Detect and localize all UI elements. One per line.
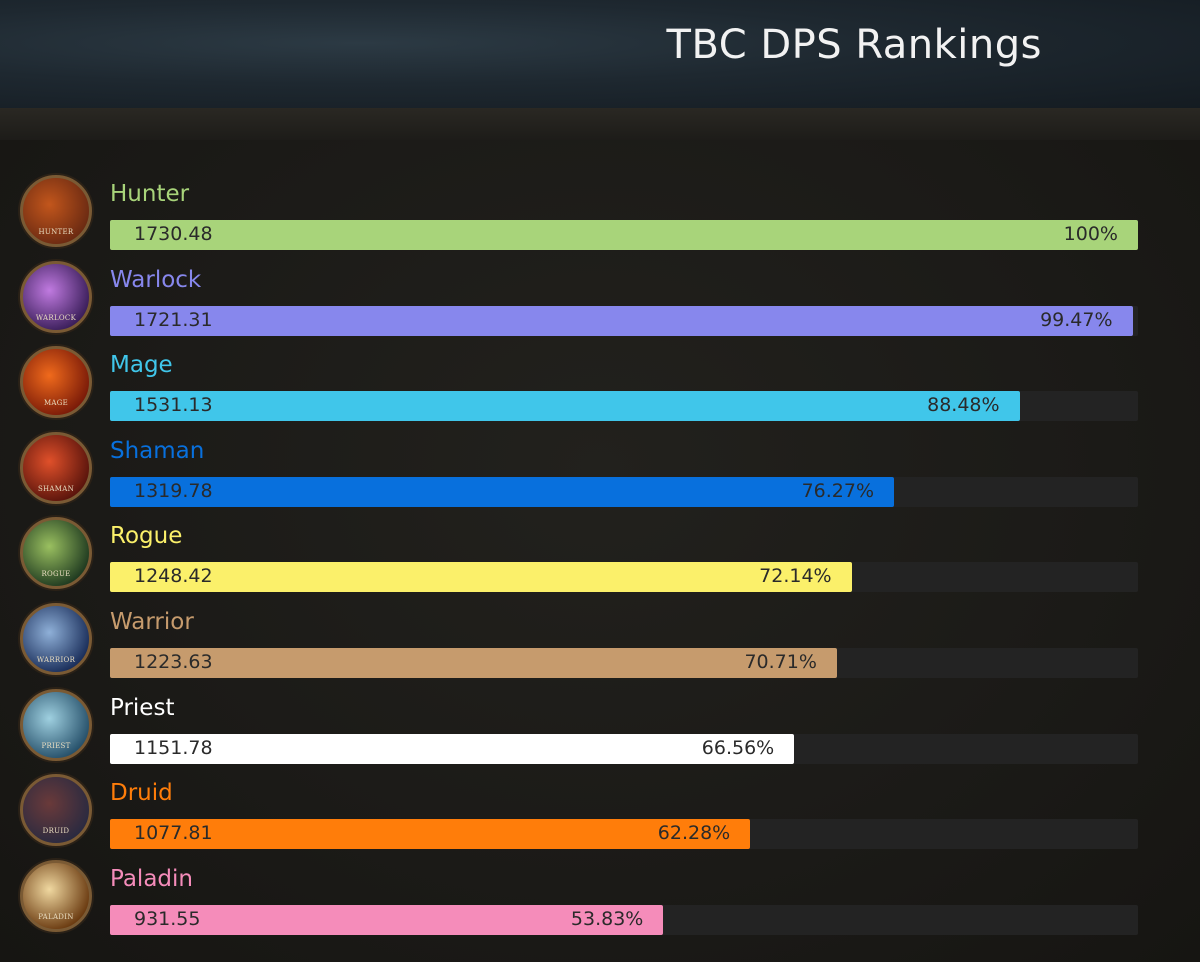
percent-label: 66.56% bbox=[701, 736, 775, 759]
shaman-class-icon: SHAMAN bbox=[20, 431, 92, 504]
percent-label: 62.28% bbox=[657, 822, 731, 845]
paladin-class-icon: PALADIN bbox=[20, 859, 92, 932]
dps-bar: 1077.81 62.28% bbox=[110, 819, 751, 850]
icon-caption: SHAMAN bbox=[37, 484, 75, 493]
ranking-row: SHAMAN Shaman 1319.78 76.27% bbox=[0, 431, 1200, 518]
bar-track: 1531.13 88.48% bbox=[110, 391, 1138, 422]
ranking-row: DRUID Druid 1077.81 62.28% bbox=[0, 774, 1200, 860]
bar-track: 1151.78 66.56% bbox=[110, 733, 1138, 764]
bar-track: 1319.78 76.27% bbox=[110, 476, 1138, 507]
bar-track: 931.55 53.83% bbox=[110, 904, 1138, 935]
dps-bar: 1721.31 99.47% bbox=[110, 305, 1133, 336]
warrior-class-icon: WARRIOR bbox=[20, 603, 92, 675]
hunter-class-icon: HUNTER bbox=[20, 175, 92, 247]
percent-label: 99.47% bbox=[1040, 308, 1113, 331]
dps-bar: 931.55 53.83% bbox=[110, 904, 664, 935]
class-label: Paladin bbox=[110, 865, 193, 892]
icon-caption: DRUID bbox=[42, 827, 70, 836]
class-label: Shaman bbox=[110, 437, 205, 464]
dps-bar: 1319.78 76.27% bbox=[110, 476, 895, 507]
mage-class-icon: MAGE bbox=[20, 346, 92, 419]
icon-caption: WARRIOR bbox=[36, 656, 76, 664]
icon-caption: MAGE bbox=[43, 399, 69, 408]
class-label: Rogue bbox=[110, 523, 183, 550]
rogue-class-icon: ROGUE bbox=[20, 517, 92, 590]
icon-caption: HUNTER bbox=[38, 228, 74, 236]
dps-bar: 1223.63 70.71% bbox=[110, 648, 837, 678]
class-label: Priest bbox=[110, 694, 175, 721]
dps-value-label: 1077.81 bbox=[134, 822, 213, 845]
dps-value-label: 1248.42 bbox=[134, 565, 213, 588]
dps-ranking-chart: HUNTER Hunter 1730.48 100% WARLOCK Warlock 172… bbox=[0, 140, 1200, 962]
dps-value-label: 1721.31 bbox=[134, 308, 213, 331]
bar-track: 1248.42 72.14% bbox=[110, 562, 1138, 593]
class-label: Warrior bbox=[110, 609, 194, 635]
dps-value-label: 1730.48 bbox=[134, 223, 213, 245]
druid-class-icon: DRUID bbox=[20, 774, 92, 847]
ranking-row: HUNTER Hunter 1730.48 100% bbox=[0, 175, 1200, 261]
ranking-row: WARLOCK Warlock 1721.31 99.47% bbox=[0, 260, 1200, 347]
dps-bar: 1730.48 100% bbox=[110, 220, 1138, 250]
dps-bar: 1248.42 72.14% bbox=[110, 562, 852, 593]
ranking-row: MAGE Mage 1531.13 88.48% bbox=[0, 346, 1200, 432]
dps-bar: 1151.78 66.56% bbox=[110, 733, 795, 764]
bar-track: 1223.63 70.71% bbox=[110, 648, 1138, 678]
bar-track: 1077.81 62.28% bbox=[110, 819, 1138, 850]
icon-caption: WARLOCK bbox=[35, 313, 77, 322]
page-header: TBC DPS Rankings bbox=[0, 0, 1200, 108]
dps-value-label: 1223.63 bbox=[134, 651, 213, 673]
ranking-row: PRIEST Priest 1151.78 66.56% bbox=[0, 688, 1200, 775]
icon-caption: PALADIN bbox=[38, 912, 74, 921]
warlock-class-icon: WARLOCK bbox=[20, 260, 92, 333]
icon-caption: ROGUE bbox=[41, 570, 71, 579]
percent-label: 100% bbox=[1063, 223, 1118, 245]
percent-label: 72.14% bbox=[759, 565, 832, 588]
bar-track: 1730.48 100% bbox=[110, 220, 1138, 250]
dps-value-label: 1151.78 bbox=[134, 736, 213, 759]
ranking-row: ROGUE Rogue 1248.42 72.14% bbox=[0, 517, 1200, 603]
ranking-row: WARRIOR Warrior 1223.63 70.71% bbox=[0, 603, 1200, 689]
dps-value-label: 931.55 bbox=[134, 907, 201, 930]
priest-class-icon: PRIEST bbox=[20, 688, 92, 761]
class-label: Druid bbox=[110, 780, 173, 807]
percent-label: 88.48% bbox=[927, 394, 1000, 417]
dps-value-label: 1531.13 bbox=[134, 394, 213, 417]
dps-bar: 1531.13 88.48% bbox=[110, 391, 1020, 422]
icon-caption: PRIEST bbox=[41, 741, 71, 750]
percent-label: 70.71% bbox=[744, 651, 817, 673]
percent-label: 76.27% bbox=[801, 479, 875, 502]
header-divider bbox=[0, 108, 1200, 140]
dps-value-label: 1319.78 bbox=[134, 479, 213, 502]
bar-track: 1721.31 99.47% bbox=[110, 305, 1138, 336]
class-label: Warlock bbox=[110, 266, 202, 293]
ranking-row: PALADIN Paladin 931.55 53.83% bbox=[0, 859, 1200, 946]
page-title: TBC DPS Rankings bbox=[666, 22, 1042, 68]
class-label: Mage bbox=[110, 352, 173, 379]
percent-label: 53.83% bbox=[570, 907, 644, 930]
class-label: Hunter bbox=[110, 181, 190, 207]
